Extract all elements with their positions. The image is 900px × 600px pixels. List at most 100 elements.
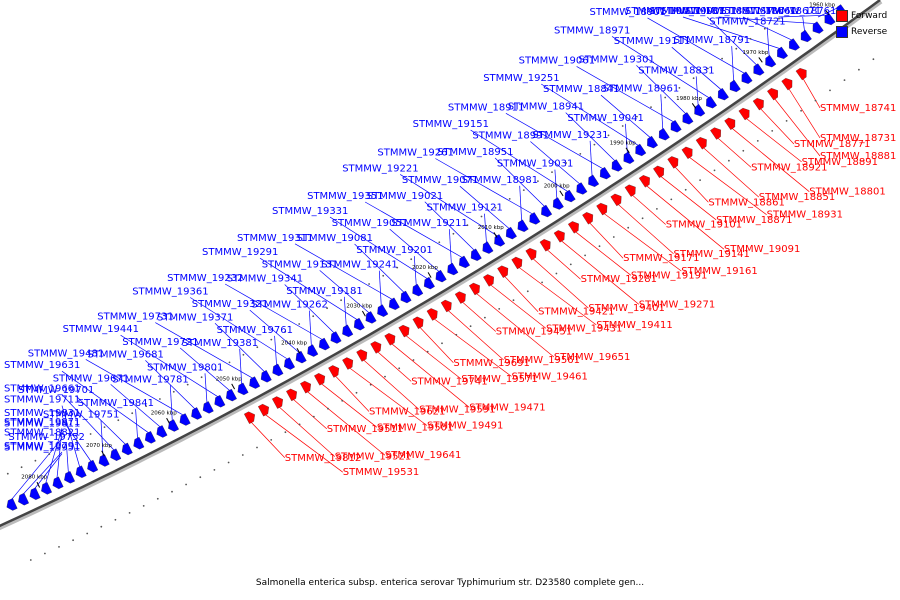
reverse-gene-label[interactable]: STMMW_19051 (332, 218, 408, 229)
forward-gene-label[interactable]: STMMW_18801 (809, 187, 885, 198)
forward-gene[interactable] (412, 316, 424, 330)
reverse-gene[interactable] (377, 304, 389, 317)
reverse-gene-label[interactable]: STMMW_19731 (97, 312, 173, 323)
reverse-gene-label[interactable]: STMMW_19381 (182, 338, 258, 349)
reverse-gene-label[interactable]: STMMW_18671 (745, 6, 821, 17)
reverse-gene[interactable] (435, 269, 447, 283)
reverse-gene[interactable] (447, 262, 459, 276)
forward-gene[interactable] (610, 193, 622, 207)
forward-gene[interactable] (271, 396, 283, 409)
reverse-gene[interactable] (365, 311, 377, 324)
reverse-gene[interactable] (459, 255, 471, 269)
reverse-gene[interactable] (110, 448, 122, 461)
reverse-gene-label[interactable]: STMMW_19681 (87, 349, 163, 360)
reverse-gene[interactable] (353, 317, 365, 331)
reverse-gene-label[interactable]: STMMW_19721 (122, 337, 198, 348)
reverse-gene-label[interactable]: STMMW_18971 (554, 25, 630, 36)
reverse-gene[interactable] (191, 407, 203, 420)
reverse-gene-label[interactable]: STMMW_19151 (413, 119, 489, 130)
forward-gene[interactable] (257, 403, 269, 417)
reverse-gene[interactable] (144, 431, 156, 444)
reverse-gene[interactable] (682, 112, 694, 125)
reverse-gene-label[interactable]: STMMW_18841 (543, 84, 619, 95)
forward-gene-label[interactable]: STMMW_19531 (343, 467, 419, 478)
reverse-gene-label[interactable]: STMMW_18721 (709, 16, 785, 27)
reverse-gene-label[interactable]: STMMW_18751 (661, 6, 737, 17)
reverse-gene[interactable] (694, 104, 706, 117)
reverse-gene[interactable] (552, 197, 564, 210)
forward-gene[interactable] (454, 291, 466, 304)
forward-gene-label[interactable]: STMMW_19461 (512, 371, 588, 382)
forward-gene[interactable] (738, 107, 750, 121)
forward-gene[interactable] (440, 299, 452, 313)
reverse-gene[interactable] (214, 394, 226, 408)
reverse-gene-label[interactable]: STMMW_19801 (147, 362, 223, 373)
reverse-gene-label[interactable]: STMMW_19111 (614, 36, 690, 47)
reverse-gene[interactable] (789, 38, 800, 51)
forward-gene[interactable] (596, 202, 608, 216)
forward-gene[interactable] (724, 117, 736, 131)
reverse-gene[interactable] (753, 63, 765, 76)
forward-gene-label[interactable]: STMMW_19421 (538, 307, 614, 318)
reverse-gene[interactable] (482, 241, 494, 254)
reverse-gene-label[interactable]: STMMW_19221 (342, 163, 418, 174)
reverse-gene[interactable] (505, 226, 517, 240)
forward-gene-label[interactable]: STMMW_19651 (554, 352, 630, 363)
reverse-gene[interactable] (588, 174, 600, 187)
reverse-gene-label[interactable]: STMMW_19181 (286, 286, 362, 297)
forward-gene[interactable] (795, 68, 807, 81)
forward-gene[interactable] (314, 373, 326, 386)
forward-gene[interactable] (356, 349, 368, 362)
reverse-gene-label[interactable]: STMMW_19791 (4, 441, 80, 452)
reverse-gene[interactable] (87, 459, 99, 473)
reverse-gene[interactable] (98, 454, 110, 467)
reverse-gene[interactable] (576, 182, 588, 195)
forward-gene[interactable] (539, 239, 551, 252)
forward-gene[interactable] (781, 78, 793, 91)
forward-gene-label[interactable]: STMMW_19451 (496, 327, 572, 338)
forward-gene-label[interactable]: STMMW_19271 (639, 299, 715, 310)
reverse-gene-label[interactable]: STMMW_18821 (4, 427, 80, 438)
reverse-gene-label[interactable]: STMMW_19081 (297, 233, 373, 244)
reverse-gene-label[interactable]: STMMW_19121 (427, 203, 503, 214)
reverse-gene-label[interactable]: STMMW_19011 (625, 6, 701, 17)
reverse-gene-label[interactable]: STMMW_19351 (307, 191, 383, 202)
reverse-gene-label[interactable]: STMMW_19811 (4, 419, 80, 430)
forward-gene-label[interactable]: STMMW_19561 (504, 355, 580, 366)
forward-gene-label[interactable]: STMMW_19621 (369, 407, 445, 418)
reverse-gene[interactable] (133, 436, 145, 450)
forward-gene[interactable] (653, 165, 665, 179)
reverse-gene[interactable] (765, 55, 777, 68)
reverse-gene[interactable] (202, 401, 214, 414)
reverse-gene-label[interactable]: STMMW_19631 (4, 360, 80, 371)
reverse-gene-label[interactable]: STMMW_19951 (4, 443, 80, 454)
reverse-gene-label[interactable]: STMMW_19481 (28, 348, 104, 359)
reverse-gene[interactable] (670, 120, 682, 133)
reverse-gene-label[interactable]: STMMW_18661 (720, 6, 796, 17)
forward-gene[interactable] (243, 411, 255, 424)
reverse-gene[interactable] (470, 248, 482, 261)
reverse-gene-label[interactable]: STMMW_19291 (202, 247, 278, 258)
forward-gene-label[interactable]: STMMW_19641 (385, 450, 461, 461)
reverse-gene-label[interactable]: STMMW_19021 (367, 191, 443, 202)
reverse-gene[interactable] (635, 143, 647, 157)
reverse-gene-label[interactable]: STMMW_19001 (649, 6, 725, 17)
reverse-gene-label[interactable]: STMMW_19311 (237, 233, 313, 244)
reverse-gene-label[interactable]: STMMW_19251 (483, 73, 559, 84)
reverse-gene-label[interactable]: STMMW_18791 (674, 35, 750, 46)
reverse-gene[interactable] (706, 96, 718, 109)
reverse-gene[interactable] (777, 46, 789, 59)
reverse-gene[interactable] (179, 413, 191, 426)
forward-gene-label[interactable]: STMMW_19191 (631, 270, 707, 281)
forward-gene[interactable] (667, 156, 679, 169)
reverse-gene[interactable] (249, 376, 261, 389)
forward-gene-label[interactable]: STMMW_19691 (453, 358, 529, 369)
reverse-gene-label[interactable]: STMMW_18951 (437, 147, 513, 158)
reverse-gene-label[interactable]: STMMW_19371 (157, 312, 233, 323)
reverse-gene-label[interactable]: STMMW_19661 (4, 384, 80, 395)
forward-gene-label[interactable]: STMMW_19411 (596, 320, 672, 331)
reverse-gene[interactable] (284, 357, 296, 370)
forward-gene-label[interactable]: STMMW_19511 (327, 424, 403, 435)
reverse-gene-label[interactable]: STMMW_19711 (4, 395, 80, 406)
reverse-gene-label[interactable]: STMMW_19331 (272, 206, 348, 217)
